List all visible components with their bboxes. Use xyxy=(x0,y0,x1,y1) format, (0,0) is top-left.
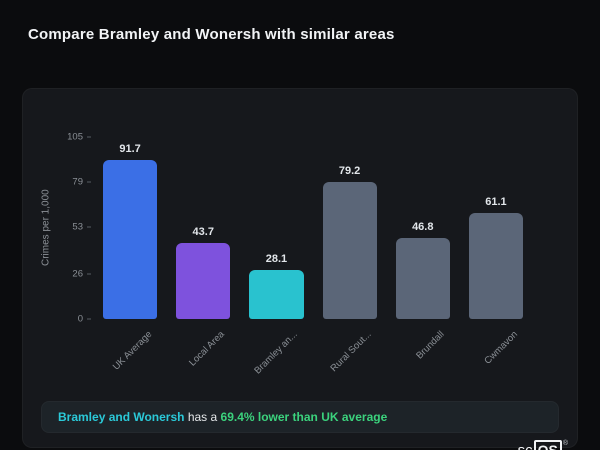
page: Compare Bramley and Wonersh with similar… xyxy=(0,26,600,450)
bar-column: 61.1 Cwmavon xyxy=(468,137,524,367)
bar-value-label: 61.1 xyxy=(485,196,507,209)
bar[interactable] xyxy=(249,270,304,319)
page-title: Compare Bramley and Wonersh with similar… xyxy=(28,26,395,43)
bar-column: 79.2 Rural Sout... xyxy=(322,137,377,374)
bar-chart: Crimes per 1,000 105 79 53 26 0 91.7 UK Avera… xyxy=(37,132,559,376)
x-axis-label: UK Average xyxy=(110,329,154,373)
bar-column: 91.7 UK Average xyxy=(103,137,158,373)
bar-value-label: 28.1 xyxy=(265,253,288,266)
bar-value-label: 46.8 xyxy=(412,220,434,233)
chart-card: Crimes per 1,000 105 79 53 26 0 91.7 UK Avera… xyxy=(22,88,578,448)
y-tick-label: 0 xyxy=(78,314,91,325)
summary-note: Bramley and Wonersh has a 69.4% lower th… xyxy=(41,401,559,433)
y-tick-label: 79 xyxy=(72,177,91,188)
note-area-name: Bramley and Wonersh xyxy=(58,410,185,424)
note-text: Bramley and Wonersh has a 69.4% lower th… xyxy=(58,410,387,424)
bar[interactable] xyxy=(103,160,158,319)
y-axis: 105 79 53 26 0 xyxy=(55,132,91,325)
registered-trademark-icon: ® xyxy=(562,440,568,447)
bar-value-label: 79.2 xyxy=(338,164,361,177)
bar[interactable] xyxy=(322,181,377,319)
bar-column: 46.8 Brundall xyxy=(395,137,450,361)
note-middle: has a xyxy=(184,410,221,424)
x-axis-label: Brundall xyxy=(414,329,447,362)
y-tick-label: 26 xyxy=(72,268,91,279)
y-tick-label: 53 xyxy=(72,222,91,233)
bar[interactable] xyxy=(395,237,450,319)
scos-logo: sc OS ® xyxy=(518,440,568,450)
bar-column: 28.1 Bramley an... xyxy=(249,137,304,376)
plot-area: 91.7 UK Average 43.7 Local Area 28.1 Bramley … xyxy=(103,137,524,376)
logo-prefix: sc xyxy=(517,441,533,450)
y-axis-title: Crimes per 1,000 xyxy=(40,189,52,267)
x-axis-label: Bramley an... xyxy=(252,329,301,377)
bar-value-label: 43.7 xyxy=(192,226,214,239)
x-axis-label: Rural Sout... xyxy=(328,329,374,375)
bar-column: 43.7 Local Area xyxy=(176,137,231,369)
x-axis-label: Cwmavon xyxy=(482,329,520,367)
logo-boxed-text: OS xyxy=(533,440,562,450)
bar-value-label: 91.7 xyxy=(119,143,141,156)
note-highlight: 69.4% lower than UK average xyxy=(220,410,388,424)
y-tick-label: 105 xyxy=(67,132,91,143)
bar[interactable] xyxy=(176,243,231,319)
bar[interactable] xyxy=(468,213,524,319)
x-axis-label: Local Area xyxy=(187,329,228,369)
